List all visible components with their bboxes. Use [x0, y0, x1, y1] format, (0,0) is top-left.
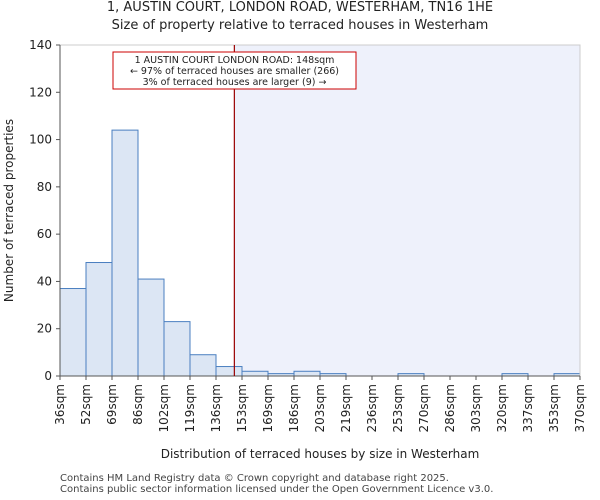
x-tick-label: 69sqm [105, 384, 119, 425]
highlight-region [234, 45, 580, 376]
x-tick-label: 52sqm [79, 384, 93, 425]
x-axis-label: Distribution of terraced houses by size … [161, 447, 480, 461]
x-tick-label: 219sqm [339, 384, 353, 432]
annotation-line-2: ← 97% of terraced houses are smaller (26… [130, 66, 339, 77]
x-tick-label: 136sqm [209, 384, 223, 432]
x-tick-label: 169sqm [261, 384, 275, 432]
footer-line-2: Contains public sector information licen… [60, 484, 494, 495]
annotation-box [112, 51, 357, 90]
x-tick-label: 186sqm [287, 384, 301, 432]
histogram-bar [59, 288, 87, 377]
x-tick-label: 119sqm [183, 384, 197, 432]
y-tick-label: 40 [37, 274, 52, 288]
x-tick-label: 370sqm [573, 384, 587, 432]
x-tick-label: 303sqm [469, 384, 483, 432]
y-tick-label: 20 [37, 322, 52, 336]
x-tick-label: 153sqm [235, 384, 249, 432]
y-axis-label: Number of terraced properties [2, 119, 16, 302]
chart-subtitle: Size of property relative to terraced ho… [111, 18, 489, 33]
y-tick-label: 0 [44, 369, 52, 383]
annotation-line-1: 1 AUSTIN COURT LONDON ROAD: 148sqm [135, 55, 335, 66]
x-tick-label: 286sqm [443, 384, 457, 432]
chart-title: 1, AUSTIN COURT, LONDON ROAD, WESTERHAM,… [106, 0, 494, 15]
y-tick-label: 80 [37, 180, 52, 194]
histogram-bar [85, 262, 113, 377]
y-tick-label: 60 [37, 227, 52, 241]
x-tick-label: 337sqm [521, 384, 535, 432]
x-tick-label: 36sqm [53, 384, 67, 425]
x-tick-label: 320sqm [495, 384, 509, 432]
x-tick-label: 203sqm [313, 384, 327, 432]
histogram-bar [189, 354, 217, 377]
histogram-bar [163, 321, 191, 377]
annotation-line-3: 3% of terraced houses are larger (9) → [143, 77, 327, 88]
histogram-bar [137, 278, 165, 377]
x-tick-label: 86sqm [131, 384, 145, 425]
footer-line-1: Contains HM Land Registry data © Crown c… [60, 473, 449, 484]
histogram-bar [215, 366, 243, 377]
x-tick-label: 353sqm [547, 384, 561, 432]
x-tick-label: 102sqm [157, 384, 171, 432]
histogram-bar [293, 370, 321, 377]
histogram-bar [111, 129, 139, 377]
y-tick-label: 140 [29, 38, 52, 52]
x-tick-label: 236sqm [365, 384, 379, 432]
y-tick-label: 100 [29, 133, 52, 147]
x-tick-label: 270sqm [417, 384, 431, 432]
histogram-bar [241, 370, 269, 377]
y-tick-label: 120 [29, 85, 52, 99]
x-tick-label: 253sqm [391, 384, 405, 432]
